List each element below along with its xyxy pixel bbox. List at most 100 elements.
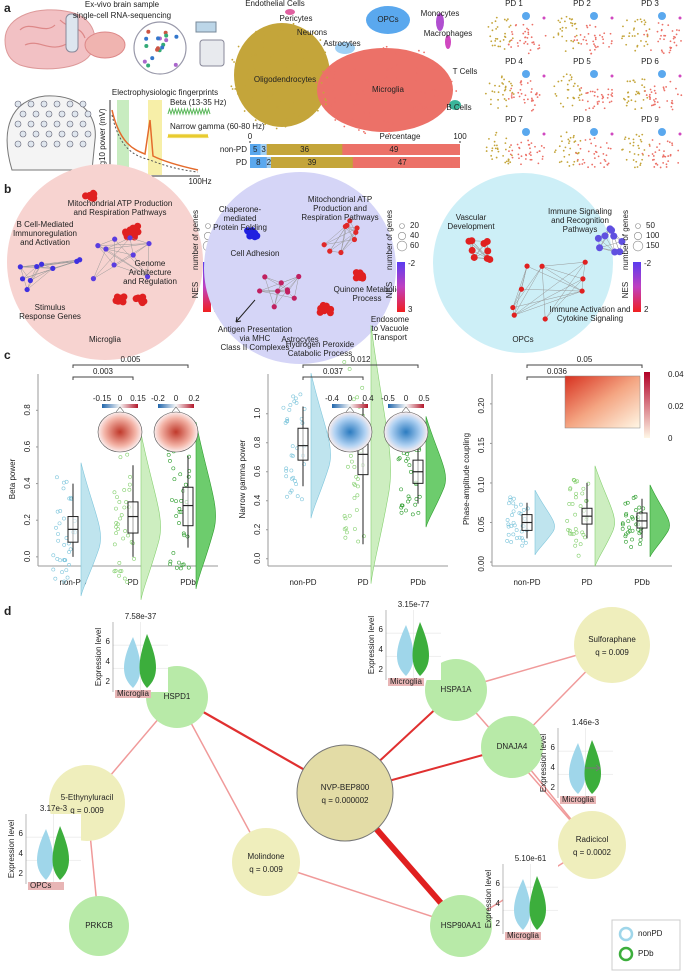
cell-point [426, 106, 429, 109]
cell-point [275, 127, 278, 130]
size-legend-circle [632, 240, 644, 252]
electrode [53, 100, 61, 108]
cell-point [534, 145, 536, 148]
observation [399, 510, 404, 515]
p-value: 0.037 [323, 367, 344, 376]
electrode [53, 120, 61, 128]
cell-point [496, 38, 499, 40]
observation [399, 487, 403, 492]
cell-point [641, 84, 643, 87]
cell-point [511, 30, 513, 33]
cell-point [661, 23, 664, 26]
electrode [45, 110, 53, 118]
observation [624, 539, 628, 544]
cell-point [262, 103, 265, 106]
cell-point [285, 54, 288, 57]
cell-point [379, 89, 382, 92]
cell-point [639, 162, 642, 165]
segment-label: 36 [300, 145, 309, 154]
psd-line [111, 109, 199, 171]
cell-point [680, 40, 682, 42]
observation [51, 567, 56, 572]
cell-point [648, 145, 651, 147]
cell-point [595, 46, 597, 49]
observation [123, 529, 128, 533]
network-node [251, 233, 259, 241]
cell-point [504, 85, 507, 88]
cell-point [388, 132, 391, 135]
observation [53, 576, 58, 581]
cell-point [640, 20, 643, 23]
cell-point [324, 98, 327, 100]
network-node [24, 286, 30, 293]
observation [177, 521, 181, 525]
sample-label: PD 3 [641, 0, 659, 8]
cell-point [626, 19, 628, 22]
cell-point [636, 18, 639, 21]
beta-label: Beta (13-35 Hz) [170, 98, 227, 107]
y-tick-label: 0.4 [253, 494, 262, 506]
network-node [27, 277, 33, 284]
cell-point [626, 101, 629, 104]
cell-point [627, 95, 630, 98]
network-node [34, 263, 40, 270]
cell-point [582, 158, 584, 161]
network-node [296, 744, 394, 842]
observation [521, 538, 526, 543]
oligodendrocyte-cluster [234, 23, 330, 127]
observation [67, 550, 71, 554]
observation [506, 532, 511, 537]
cell-point [557, 80, 560, 83]
cell-point [518, 147, 521, 150]
cell-point [267, 79, 270, 82]
observation [112, 542, 117, 547]
cell-point [491, 158, 494, 161]
cell-point [247, 88, 250, 91]
network-edge [97, 243, 150, 246]
cell-point [594, 91, 596, 93]
observation [630, 516, 635, 521]
cell-point [530, 88, 533, 90]
colorbar-label: 0 [174, 394, 179, 403]
cell-point [671, 102, 673, 104]
observation [342, 514, 347, 518]
electrode [14, 120, 22, 128]
cell-point [593, 34, 596, 37]
colorbar-label: -0.15 [93, 394, 112, 403]
cell-point [624, 136, 627, 139]
cell-point [652, 155, 655, 157]
cell-point [596, 95, 599, 98]
cell-point [261, 41, 264, 43]
network-node [342, 223, 348, 230]
cell-dot [164, 38, 169, 43]
observation [511, 501, 516, 506]
cell-point [485, 146, 488, 149]
observation [568, 487, 572, 492]
term-label: Immunoregulation [13, 229, 77, 238]
observation [62, 516, 66, 521]
cell-point [645, 40, 647, 43]
cell-point [526, 82, 529, 84]
network-edge [521, 266, 528, 290]
observation [624, 513, 628, 518]
network-edge [514, 290, 583, 316]
size-legend-label: 40 [410, 231, 419, 240]
observation [407, 496, 412, 501]
cell-point [670, 105, 673, 108]
cell-point [503, 89, 506, 92]
cell-point [382, 120, 385, 122]
network-node [353, 229, 359, 235]
cell-point [260, 88, 263, 91]
cell-point [599, 146, 602, 149]
cell-point [656, 163, 659, 166]
cell-point [523, 101, 526, 104]
observation [55, 475, 59, 480]
cell-point [421, 106, 423, 109]
observation [65, 575, 70, 580]
cell-point [495, 131, 498, 134]
cluster-title: OPCs [512, 335, 533, 344]
network-node [539, 263, 545, 269]
cell-point [633, 27, 636, 30]
cell-point [527, 28, 530, 31]
